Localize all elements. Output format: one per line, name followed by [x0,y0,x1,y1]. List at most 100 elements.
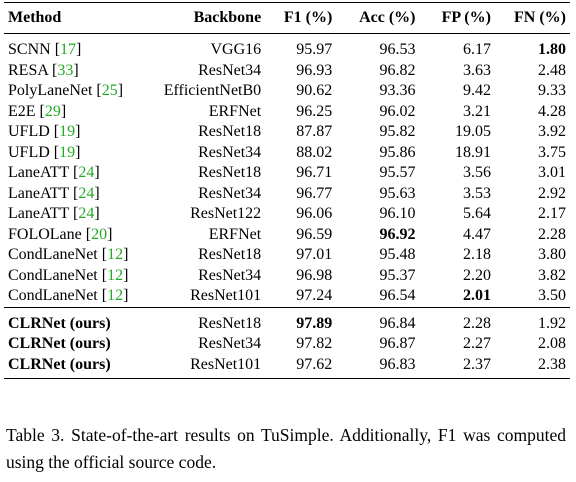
table-header: Method Backbone F1 (%) Acc (%) FP (%) FN… [4,2,570,34]
citation-link[interactable]: 19 [59,123,76,141]
header-method: Method [4,2,152,34]
cell-fp: 3.56 [462,164,491,182]
cell-f1: 97.89 [265,306,337,334]
citation-link[interactable]: 24 [78,164,95,182]
header-backbone: Backbone [151,2,266,34]
cell-f1: 97.82 [296,335,333,353]
cell-fn: 3.82 [538,266,566,284]
cell-backbone: ResNet18 [198,164,262,182]
cell-fn: 9.33 [538,82,566,100]
cell-acc: 96.83 [336,354,420,379]
citation-link[interactable]: 17 [60,41,77,59]
cell-method: CLRNet (ours) [4,334,151,355]
citation-link[interactable]: 12 [107,287,124,305]
cell-f1: 96.93 [296,61,333,79]
cell-fn: 1.92 [494,306,570,334]
table-caption: Table 3. State-of-the-art results on TuS… [6,425,566,472]
cell-fp: 4.47 [462,225,491,243]
cell-f1: 96.98 [296,266,333,284]
table-row: UFLD [19] ResNet34 88.02 95.86 18.91 3.75 [4,143,570,164]
citation-link[interactable]: 33 [57,61,74,79]
method-name: CondLaneNet [8,266,98,284]
method-name: CondLaneNet [8,287,98,305]
cell-fp: 9.42 [462,82,491,100]
cell-f1: 97.62 [265,354,337,379]
cell-backbone: ResNet18 [198,123,262,141]
table-row: RESA [33] ResNet34 96.93 96.82 3.63 2.48 [4,61,570,82]
cell-method: CondLaneNet [12] [8,246,129,264]
cell-fp: 2.01 [462,287,491,305]
cell-method: PolyLaneNet [25] [8,82,124,100]
cell-fp: 5.64 [462,205,491,223]
cell-acc: 93.36 [379,82,416,100]
cell-acc: 96.54 [379,287,416,305]
method-name: CLRNet (ours) [8,355,111,373]
header-f1: F1 (%) [265,2,337,34]
cell-fp: 2.37 [419,354,495,379]
cell-f1: 96.71 [296,164,333,182]
cell-fp: 3.21 [462,102,491,120]
method-name: CLRNet (ours) [8,314,111,332]
cell-backbone: ResNet34 [198,184,262,202]
cell-backbone: ResNet18 [198,246,262,264]
cell-method: SCNN [17] [8,41,82,59]
cell-backbone: ResNet101 [151,354,266,379]
citation-link[interactable]: 24 [78,184,95,202]
table-row-ours: CLRNet (ours) ResNet101 97.62 96.83 2.37 2.38 [4,354,570,379]
cell-fn: 2.17 [538,205,566,223]
ours-rows: CLRNet (ours) ResNet18 97.89 96.84 2.28 1.92 C… [4,306,570,379]
cell-method: CondLaneNet [12] [8,287,129,305]
cell-backbone: ResNet122 [190,205,262,223]
cell-fn: 2.28 [538,225,566,243]
header-row: Method Backbone F1 (%) Acc (%) FP (%) FN… [4,2,570,34]
cell-acc: 95.82 [379,123,416,141]
cell-fp: 19.05 [454,123,491,141]
cell-acc: 96.87 [379,335,416,353]
citation-link[interactable]: 19 [59,143,76,161]
cell-acc: 96.92 [379,225,416,243]
cell-f1: 95.97 [296,41,333,59]
table-row: SCNN [17] VGG16 95.97 96.53 6.17 1.80 [4,34,570,61]
table-row: LaneATT [24] ResNet18 96.71 95.57 3.56 3.01 [4,163,570,184]
cell-acc: 95.63 [379,184,416,202]
cell-fp: 2.18 [462,246,491,264]
cell-f1: 96.06 [296,205,333,223]
cell-method: LaneATT [24] [8,205,100,223]
cell-method: LaneATT [24] [8,184,100,202]
cell-f1: 97.24 [296,287,333,305]
cell-method: UFLD [19] [8,123,81,141]
cell-fn: 2.92 [538,184,566,202]
cell-fp: 2.28 [419,306,495,334]
method-name: LaneATT [8,164,70,182]
cell-acc: 95.37 [379,266,416,284]
citation-link[interactable]: 29 [44,102,61,120]
table-row: PolyLaneNet [25] EfficientNetB0 90.62 93.36… [4,81,570,102]
cell-backbone: ResNet34 [198,143,262,161]
cell-f1: 90.62 [296,82,333,100]
cell-backbone: ResNet18 [151,306,266,334]
citation-link[interactable]: 24 [78,205,95,223]
cell-method: UFLD [19] [8,143,81,161]
citation-link[interactable]: 12 [107,246,124,264]
method-name: FOLOLane [8,225,82,243]
results-table-container: Method Backbone F1 (%) Acc (%) FP (%) FN… [4,2,570,379]
cell-fp: 6.17 [462,41,491,59]
cell-acc: 96.84 [336,306,420,334]
table-row: CondLaneNet [12] ResNet34 96.98 95.37 2.20 3.… [4,266,570,287]
cell-fn: 2.08 [538,335,566,353]
cell-method: RESA [33] [8,61,79,79]
cell-backbone: ResNet34 [198,335,262,353]
table-row: CondLaneNet [12] ResNet101 97.24 96.54 2.01 3… [4,286,570,307]
citation-link[interactable]: 20 [91,225,108,243]
citation-link[interactable]: 12 [107,266,124,284]
cell-acc: 95.57 [379,164,416,182]
cell-fp: 18.91 [454,143,491,161]
baseline-rows: SCNN [17] VGG16 95.97 96.53 6.17 1.80 RESA [33… [4,34,570,308]
header-fp: FP (%) [419,2,495,34]
citation-link[interactable]: 25 [101,82,118,100]
table-row: LaneATT [24] ResNet34 96.77 95.63 3.53 2.92 [4,184,570,205]
cell-backbone: ResNet34 [198,266,262,284]
cell-fn: 3.80 [538,246,566,264]
cell-fp: 2.27 [462,335,491,353]
cell-fn: 2.48 [538,61,566,79]
